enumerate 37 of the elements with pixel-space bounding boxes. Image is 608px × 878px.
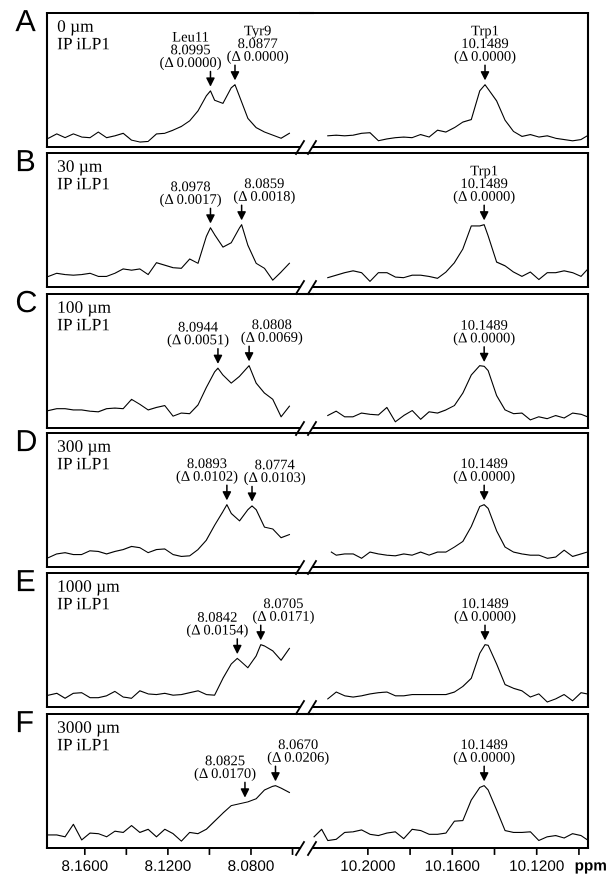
text: 3000 µm IP iLP1 [58,721,120,750]
text: 0 µm IP iLP1 [58,20,109,50]
annotation: Leu11 8.0995 (Δ 0.0000) [160,32,221,70]
annotation: 8.0944 (Δ 0.0051) [168,322,228,348]
annotation: 8.0705 (Δ 0.0171) [253,598,314,624]
annotation: Tyr9 8.0877 (Δ 0.0000) [227,26,288,64]
chart-title: F [18,711,33,732]
chart-title: B [18,150,34,172]
chart-title: D [18,430,36,452]
annotation: Trp1 10.1489 (Δ 0.0000) [454,26,516,64]
chart-title: E [18,570,34,592]
x-tick-label: 10.2000 [341,860,395,872]
x-tick-label: 8.1200 [145,860,191,872]
x-tick-label: 8.0800 [228,860,274,872]
annotation: 8.0808 (Δ 0.0069) [241,319,302,345]
text: 300 µm IP iLP1 [58,440,111,470]
x-tick-label: 8.1600 [62,860,108,872]
annotation: 8.0859 (Δ 0.0018) [234,178,295,204]
annotation: 8.0774 (Δ 0.0103) [244,460,306,486]
text: 1000 µm IP iLP1 [58,580,120,610]
x-axis-title: ppm [576,862,606,874]
text: 100 µm IP iLP1 [58,301,111,330]
annotation: 8.0670 (Δ 0.0206) [268,739,329,765]
chart-title: C [16,290,36,312]
text: 30 µm IP iLP1 [58,160,109,190]
annotation: 8.0825 (Δ 0.0170) [194,756,256,782]
x-tick-label: 10.1600 [426,860,480,872]
annotation: 10.1489 (Δ 0.0000) [454,320,515,346]
annotation: 10.1489 (Δ 0.0000) [454,739,515,765]
x-tick-label: 10.1200 [510,860,564,872]
annotation: 8.0842 (Δ 0.0154) [186,612,248,638]
annotation: 8.0893 (Δ 0.0102) [176,458,238,484]
annotation: 8.0978 (Δ 0.0017) [160,181,221,207]
annotation: 10.1489 (Δ 0.0000) [454,598,516,624]
annotation: Trp1 10.1489 (Δ 0.0000) [454,166,515,204]
chart-title: A [15,10,36,32]
annotation: 10.1489 (Δ 0.0000) [454,458,515,484]
